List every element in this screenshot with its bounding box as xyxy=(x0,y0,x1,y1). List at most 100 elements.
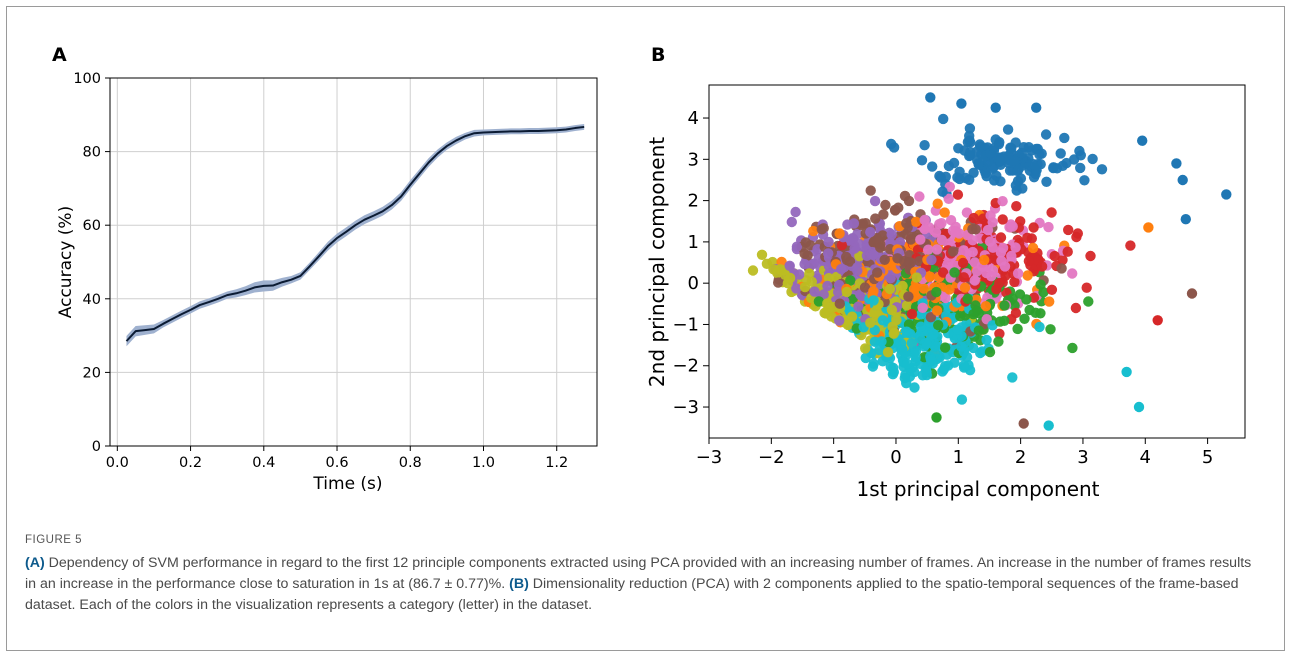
panel-b-point xyxy=(1021,294,1032,305)
panel-b-point xyxy=(944,284,955,295)
panel-b-point xyxy=(932,198,943,209)
panel-b-x-tick-label: 3 xyxy=(1077,447,1088,468)
panel-b-point xyxy=(938,113,949,125)
panel-b-point xyxy=(882,347,894,358)
panel-b-point xyxy=(906,308,918,320)
panel-b-point xyxy=(869,195,881,207)
panel-b-point xyxy=(852,265,863,276)
panel-b-point xyxy=(1046,207,1057,218)
panel-b-point xyxy=(959,282,971,293)
panel-b-point xyxy=(1067,342,1078,354)
panel-b-point xyxy=(1016,147,1027,159)
panel-b-point xyxy=(997,214,1008,225)
panel-a-y-tick-label: 0 xyxy=(92,439,101,455)
panel-b-point xyxy=(865,226,876,238)
panel-b-point xyxy=(943,160,955,172)
panel-b-point xyxy=(897,345,908,356)
panel-b-point xyxy=(1171,158,1182,169)
panel-b-point xyxy=(1043,221,1054,233)
panel-b-point xyxy=(931,412,942,423)
panel-b-point xyxy=(786,216,797,228)
panel-b-point xyxy=(1046,284,1058,295)
panel-b-point xyxy=(981,334,992,346)
panel-b-point xyxy=(1063,224,1074,236)
panel-a-y-tick-label: 20 xyxy=(83,365,101,381)
panel-b-point xyxy=(834,315,845,326)
panel-a-x-tick-label: 1.2 xyxy=(545,455,568,471)
panel-b-point xyxy=(865,185,876,196)
panel-b-point xyxy=(799,258,810,270)
panel-b-point xyxy=(955,311,966,322)
panel-b-point xyxy=(802,250,813,261)
panel-b-y-tick-label: 2 xyxy=(688,191,699,212)
panel-b-point xyxy=(921,366,932,377)
panel-b-point xyxy=(931,305,943,316)
caption-b-text: Dimensionality reduction (PCA) with 2 co… xyxy=(25,576,1239,613)
panel-b-point xyxy=(941,259,953,270)
panel-b-point xyxy=(984,346,996,358)
panel-b-point xyxy=(957,257,969,269)
panel-b-point xyxy=(800,237,811,248)
panel-b-point xyxy=(982,224,994,236)
panel-b-point xyxy=(1125,240,1136,251)
panel-b-point xyxy=(905,257,916,268)
panel-b-point xyxy=(845,275,856,286)
panel-b-point xyxy=(885,273,896,284)
panel-b-point xyxy=(1081,282,1092,293)
panel-b-x-tick-label: 2 xyxy=(1015,447,1026,468)
panel-b-point xyxy=(954,228,965,239)
panel-b-point xyxy=(816,224,827,235)
panel-b-y-tick-label: 4 xyxy=(688,108,699,129)
panel-b-point xyxy=(1007,221,1018,232)
panel-b-point xyxy=(773,277,784,288)
panel-b-point xyxy=(892,253,903,264)
panel-b-point xyxy=(1035,279,1046,290)
panel-b-point xyxy=(961,318,972,329)
panel-b-point xyxy=(994,277,1005,289)
panel-b-point xyxy=(1186,288,1198,299)
panel-b-point xyxy=(961,351,973,363)
panel-b-x-tick-label: 0 xyxy=(890,447,901,468)
panel-b-point xyxy=(925,312,937,323)
panel-b-point xyxy=(867,249,879,260)
panel-b-point xyxy=(1085,250,1096,262)
panel-b-point xyxy=(1177,174,1188,186)
panel-b-point xyxy=(906,337,918,349)
panel-b-point xyxy=(956,394,968,405)
panel-b-point xyxy=(905,234,917,245)
panel-b-point xyxy=(1012,268,1024,279)
panel-a-y-axis-label: Accuracy (%) xyxy=(56,206,76,318)
panel-b-point xyxy=(915,234,926,245)
panel-b-point xyxy=(1221,189,1232,200)
panel-b-point xyxy=(1036,148,1047,159)
figure-label: FIGURE 5 xyxy=(25,534,83,546)
panel-b-point xyxy=(968,167,979,178)
panel-b-point xyxy=(836,240,848,251)
panel-b-point xyxy=(924,222,935,233)
panel-b-point xyxy=(865,317,876,328)
panel-b-point xyxy=(901,300,913,311)
panel-b-point xyxy=(868,286,879,297)
panel-b-point xyxy=(915,321,927,332)
panel-b-point xyxy=(784,260,795,271)
panel-b-point xyxy=(897,280,908,292)
panel-b-point xyxy=(841,251,852,263)
panel-b-point xyxy=(842,319,854,331)
panel-b-point xyxy=(926,254,937,266)
panel-b-point xyxy=(952,324,963,335)
panel-b-point xyxy=(958,272,969,283)
panel-b-point xyxy=(924,271,936,282)
panel-b-point xyxy=(937,186,948,197)
panel-b-point xyxy=(868,295,879,306)
panel-b-point xyxy=(1048,162,1059,174)
panel-b-point xyxy=(965,146,976,158)
panel-b-point xyxy=(1010,180,1022,191)
panel-b-point xyxy=(910,216,922,227)
caption-text: (A) Dependency of SVM performance in reg… xyxy=(25,553,1260,616)
panel-b-point xyxy=(999,261,1011,272)
panel-b-point xyxy=(1010,242,1021,253)
panel-a-x-tick-label: 0.8 xyxy=(399,455,422,471)
panel-b-point xyxy=(868,358,879,369)
panel-b-scatter-points xyxy=(747,92,1232,431)
